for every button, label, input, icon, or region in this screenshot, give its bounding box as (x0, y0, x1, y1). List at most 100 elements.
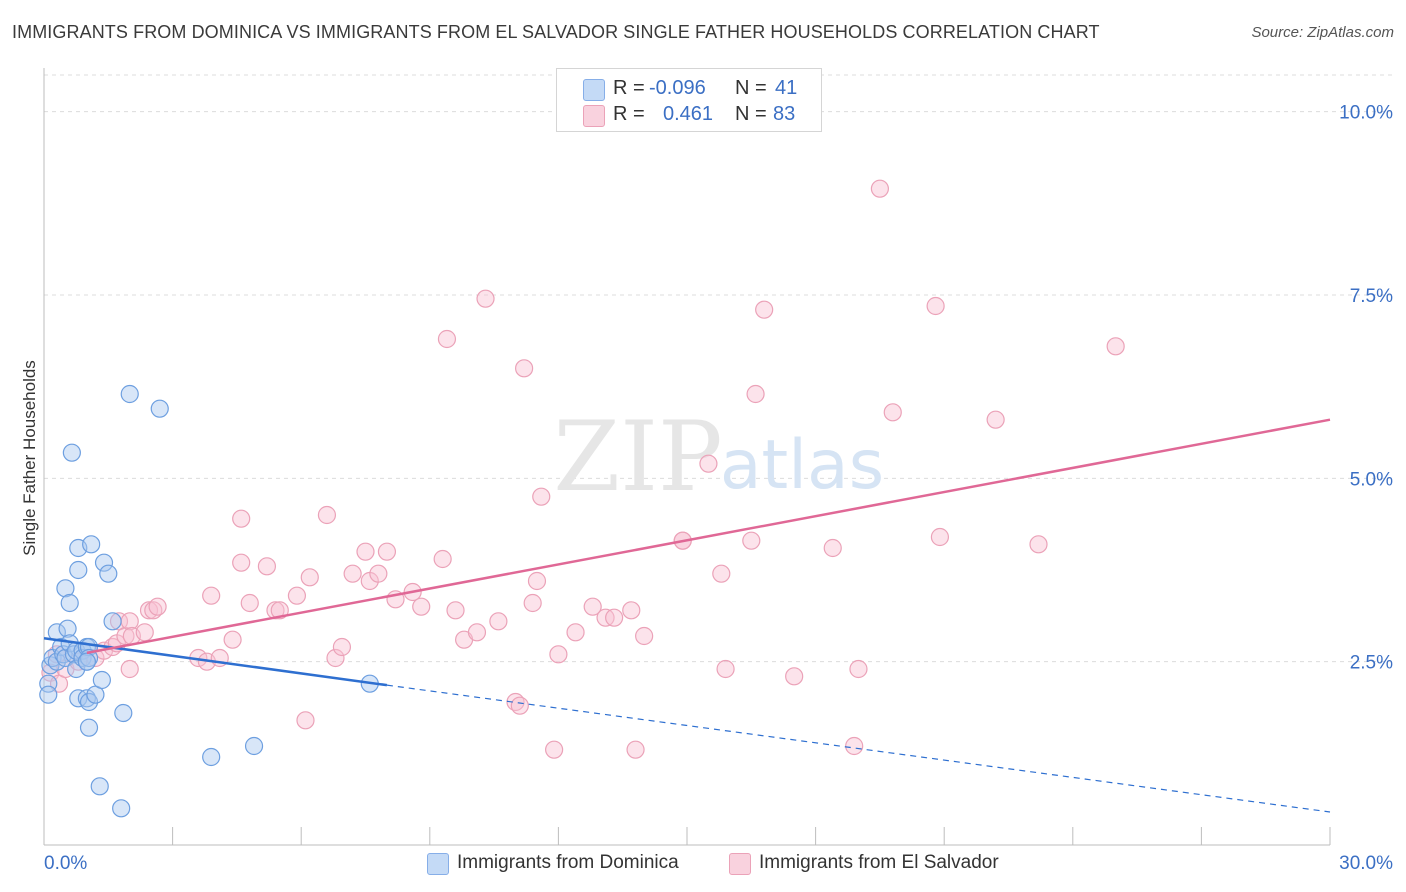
chart-title: IMMIGRANTS FROM DOMINICA VS IMMIGRANTS F… (12, 22, 1100, 42)
point-dominica (39, 685, 58, 704)
y-tick-label: 2.5% (1350, 653, 1393, 674)
point-dominica (90, 777, 109, 796)
point-el-salvador (240, 593, 259, 613)
point-el-salvador (317, 505, 337, 525)
point-el-salvador (135, 623, 154, 642)
point-el-salvador (870, 179, 890, 198)
legend-n-label: N = (735, 77, 767, 99)
legend-r-label: R = (613, 103, 645, 125)
point-el-salvador (332, 637, 352, 657)
point-el-salvador (343, 564, 362, 583)
point-el-salvador (755, 300, 774, 319)
legend-r-label: R = (613, 77, 645, 99)
point-el-salvador (356, 542, 375, 561)
axes (43, 68, 1331, 846)
point-el-salvador (446, 601, 465, 620)
point-el-salvador (510, 696, 529, 715)
point-dominica (112, 799, 131, 818)
point-el-salvador (532, 487, 551, 506)
point-el-salvador (287, 586, 307, 605)
point-el-salvador (742, 531, 761, 550)
point-el-salvador (549, 645, 568, 664)
point-el-salvador (635, 626, 654, 646)
point-dominica (120, 384, 139, 404)
point-el-salvador (699, 454, 718, 473)
point-dominica (62, 443, 81, 462)
trend-line-dominica (43, 636, 388, 687)
point-el-salvador (120, 659, 139, 679)
point-dominica (92, 670, 111, 690)
point-dominica (150, 399, 169, 418)
series-dominica (39, 384, 379, 818)
legend-n-label: N = (735, 103, 767, 125)
trend-line-el-salvador (86, 418, 1331, 655)
watermark-zip: ZIP (553, 401, 722, 513)
y-tick-label: 5.0% (1350, 469, 1393, 490)
point-el-salvador (823, 538, 842, 558)
x-tick-label: 30.0% (1339, 853, 1393, 874)
point-el-salvador (433, 549, 452, 569)
point-el-salvador (476, 289, 495, 308)
point-el-salvador (583, 597, 602, 616)
point-dominica (69, 560, 88, 580)
point-el-salvador (148, 597, 167, 616)
point-dominica (79, 718, 99, 737)
point-dominica (82, 535, 101, 554)
point-el-salvador (986, 410, 1005, 429)
point-dominica (99, 564, 118, 583)
point-dominica (94, 553, 114, 572)
trend-line-dominica-extension (386, 684, 1331, 813)
point-el-salvador (270, 601, 289, 620)
point-el-salvador (605, 608, 624, 627)
point-el-salvador (883, 403, 902, 422)
point-el-salvador (712, 564, 731, 583)
point-dominica (244, 736, 264, 756)
point-el-salvador (622, 601, 641, 620)
point-el-salvador (369, 564, 388, 583)
y-axis-label: Single Father Households (20, 360, 39, 556)
point-el-salvador (377, 542, 397, 561)
point-el-salvador (1029, 535, 1048, 554)
point-dominica (202, 747, 221, 767)
point-el-salvador (845, 736, 864, 756)
point-dominica (56, 579, 75, 598)
point-dominica (60, 593, 79, 613)
point-el-salvador (257, 557, 277, 576)
point-el-salvador (326, 648, 345, 668)
point-el-salvador (746, 384, 765, 404)
legend-n-value: 41 (775, 77, 798, 99)
point-el-salvador (849, 659, 868, 679)
point-el-salvador (626, 740, 645, 759)
point-el-salvador (232, 509, 251, 528)
trend-lines (43, 418, 1331, 813)
legend-swatch-dominica (583, 79, 605, 101)
watermark: ZIP atlas (553, 401, 884, 513)
bottom-legend-swatch-dominica (427, 853, 449, 875)
bottom-legend-swatch-el-salvador (729, 853, 751, 875)
point-el-salvador (716, 659, 735, 679)
point-el-salvador (467, 623, 487, 642)
point-dominica (67, 659, 86, 679)
point-el-salvador (437, 329, 457, 349)
point-dominica (58, 619, 77, 638)
point-el-salvador (489, 612, 508, 631)
bottom-legend-label-dominica: Immigrants from Dominica (457, 852, 679, 873)
point-el-salvador (926, 296, 945, 316)
watermark-atlas: atlas (720, 426, 884, 505)
y-tick-label: 7.5% (1350, 286, 1393, 307)
point-dominica (79, 692, 99, 712)
chart-source: Source: ZipAtlas.com (1251, 24, 1394, 41)
bottom-legend-label-el-salvador: Immigrants from El Salvador (759, 852, 999, 873)
tick-labels: 2.5% 5.0% 7.5% 10.0% 0.0% 30.0% (44, 103, 1393, 874)
point-el-salvador (266, 601, 285, 620)
point-el-salvador (296, 711, 315, 730)
point-el-salvador (300, 568, 319, 587)
y-tick-label: 10.0% (1339, 103, 1393, 124)
point-el-salvador (412, 597, 431, 616)
point-el-salvador (785, 667, 804, 686)
legend-n-value: 83 (773, 103, 796, 125)
x-tick-label: 0.0% (44, 853, 87, 874)
point-el-salvador (515, 359, 534, 378)
point-dominica (103, 612, 122, 631)
